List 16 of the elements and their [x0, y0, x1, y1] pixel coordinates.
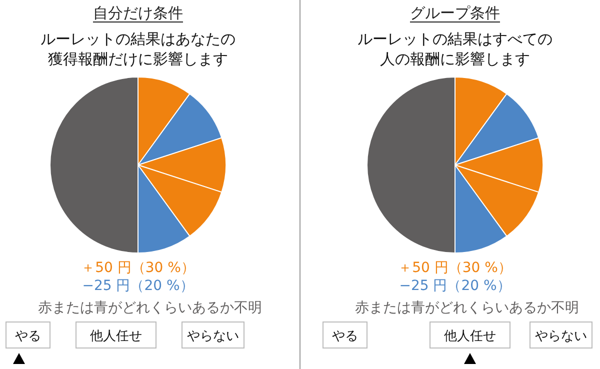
- text: やる: [15, 329, 41, 344]
- text: −25 円（20 %）: [399, 278, 511, 294]
- text: 他人任せ: [90, 329, 142, 344]
- text: 赤または青がどれくらいあるか不明: [355, 300, 579, 316]
- text: −25 円（20 %）: [82, 278, 194, 294]
- chart-title: グループ条件: [410, 4, 500, 22]
- text: 他人任せ: [444, 329, 496, 344]
- text: やる: [332, 329, 358, 344]
- text: 赤または青がどれくらいあるか不明: [38, 300, 262, 316]
- chart-title: 自分だけ条件: [93, 4, 183, 22]
- text: ＋50 円（30 %）: [398, 260, 512, 276]
- chart-subtitle: ルーレットの結果はすべての人の報酬に影響します: [358, 30, 552, 68]
- text: ＋50 円（30 %）: [81, 260, 195, 276]
- chart-subtitle: ルーレットの結果はあなたの獲得報酬だけに影響します: [40, 30, 236, 68]
- text: やらない: [187, 329, 239, 344]
- text: やらない: [535, 329, 587, 344]
